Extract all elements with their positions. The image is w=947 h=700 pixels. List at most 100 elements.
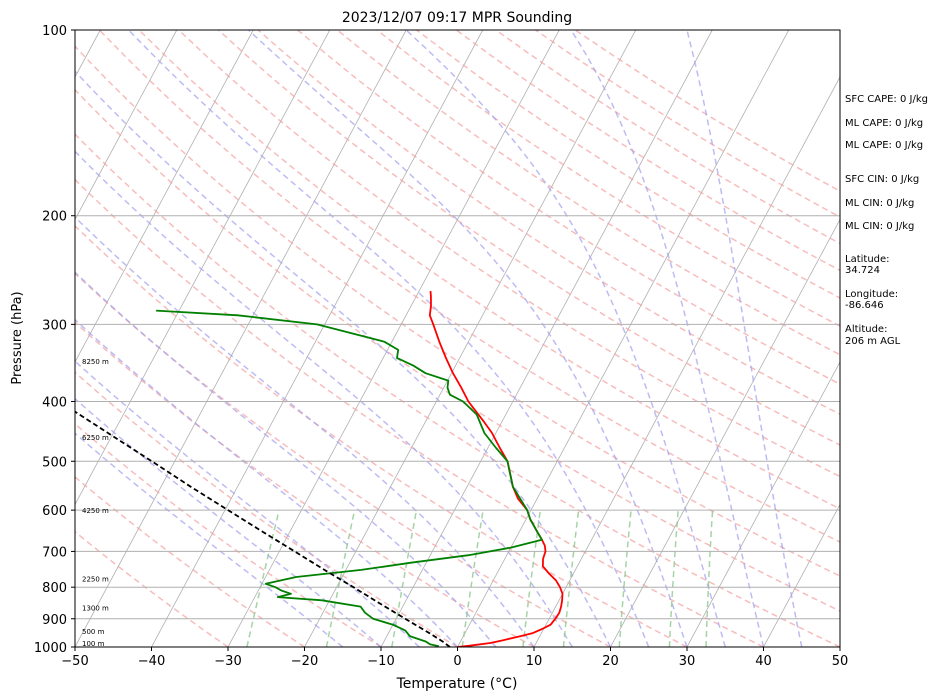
y-tick-label: 100 xyxy=(42,24,67,39)
dry-adiabat-line xyxy=(297,30,840,385)
y-tick-label: 800 xyxy=(42,581,67,596)
x-tick-label: 0 xyxy=(453,654,461,669)
dry-adiabat-line xyxy=(75,224,688,647)
mixing-ratio-line xyxy=(522,509,542,647)
mixing-ratio-line xyxy=(705,510,714,647)
temperature-trace xyxy=(428,291,564,647)
sfc-cape-text: SFC CAPE: 0 J/kg xyxy=(845,94,928,105)
moist-adiabat-line xyxy=(75,318,459,647)
dry-adiabat-line xyxy=(257,30,840,415)
dry-adiabat-line xyxy=(75,88,840,612)
moist-adiabat-line xyxy=(570,30,765,647)
moist-adiabat-line xyxy=(75,397,382,647)
sounding-traces xyxy=(75,291,564,647)
moist-adiabat-line xyxy=(686,30,803,647)
height-label: 1300 m xyxy=(82,604,109,612)
y-tick-label: 200 xyxy=(42,210,67,225)
moist-adiabat-line xyxy=(247,30,688,647)
dry-adiabat-line xyxy=(75,371,458,647)
x-tick-label: 10 xyxy=(526,654,543,669)
moist-adiabat-line xyxy=(128,30,650,647)
dry-adiabat-line xyxy=(336,30,840,356)
y-tick-label: 400 xyxy=(42,395,67,410)
height-label: 2250 m xyxy=(82,576,109,584)
isotherm-line xyxy=(75,30,331,506)
isotherm-line xyxy=(686,361,840,647)
dry-adiabat-line xyxy=(98,30,840,543)
y-tick-label: 700 xyxy=(42,545,67,560)
y-tick-label: 900 xyxy=(42,613,67,628)
dry-adiabat-line xyxy=(75,422,382,647)
isotherm-line xyxy=(151,30,484,647)
dry-adiabat-line xyxy=(75,133,840,647)
x-tick-label: 50 xyxy=(832,654,849,669)
x-tick-label: −40 xyxy=(138,654,165,669)
moist-adiabat-line xyxy=(75,150,573,647)
isotherm-line xyxy=(304,30,637,647)
longitude-label: Longitude: xyxy=(845,289,898,300)
stats-panel: SFC CAPE: 0 J/kg ML CAPE: 0 J/kg ML CAPE… xyxy=(845,94,928,347)
dewpoint-trace xyxy=(156,309,543,647)
x-tick-label: 30 xyxy=(679,654,696,669)
y-axis-ticks: 1000 900 800 700 600 500 400 300 200 100 xyxy=(34,24,75,656)
moist-adiabat-line xyxy=(75,360,420,647)
x-axis-ticks: −50 −40 −30 −20 −10 0 10 20 30 40 50 xyxy=(61,647,848,669)
isotherm-line xyxy=(380,30,713,647)
dry-adiabat-line xyxy=(178,30,840,478)
height-labels: 100 m 500 m 1300 m 2250 m 4250 m 6250 m 8250 m xyxy=(82,358,109,648)
moist-adiabat-line xyxy=(75,216,535,647)
y-tick-label: 500 xyxy=(42,455,67,470)
latitude-label: Latitude: xyxy=(845,254,890,265)
moist-adiabat-line xyxy=(75,432,344,647)
altitude-value: 206 m AGL xyxy=(845,336,901,347)
dry-adiabat-line xyxy=(75,530,229,647)
longitude-value: -86.646 xyxy=(845,300,884,311)
ml-cin-text: ML CIN: 0 J/kg xyxy=(845,198,914,209)
altitude-label: Altitude: xyxy=(845,324,887,335)
moist-adiabat-line xyxy=(75,70,612,647)
isotherm-line xyxy=(75,30,178,221)
mixing-ratio-line xyxy=(668,510,679,647)
latitude-value: 34.724 xyxy=(845,265,880,276)
ml-cape-text-2: ML CAPE: 0 J/kg xyxy=(845,140,923,151)
mixing-ratio-line xyxy=(246,509,280,647)
ml-cin-text-2: ML CIN: 0 J/kg xyxy=(845,221,914,232)
moist-adiabat-line xyxy=(75,271,497,647)
y-tick-label: 600 xyxy=(42,504,67,519)
pressure-gridlines xyxy=(75,29,840,648)
x-tick-label: 40 xyxy=(755,654,772,669)
isotherm-line xyxy=(75,30,407,647)
parcel-trace xyxy=(75,410,451,647)
height-label: 4250 m xyxy=(82,507,109,515)
y-tick-label: 1000 xyxy=(34,641,67,656)
x-tick-label: −50 xyxy=(61,654,88,669)
isotherm-line xyxy=(763,503,840,647)
isotherm-line xyxy=(610,218,840,647)
sfc-cin-text: SFC CIN: 0 J/kg xyxy=(845,174,919,185)
moist-adiabat-line xyxy=(405,30,727,647)
dry-adiabat-line xyxy=(75,178,764,647)
dry-adiabat-line xyxy=(75,45,840,577)
y-axis-label: Pressure (hPa) xyxy=(10,291,25,384)
height-label: 8250 m xyxy=(82,358,109,366)
height-label: 500 m xyxy=(82,628,105,636)
dry-adiabat-line xyxy=(217,30,840,446)
chart-title: 2023/12/07 09:17 MPR Sounding xyxy=(342,10,572,26)
dry-adiabat-line xyxy=(75,321,535,647)
x-tick-label: −30 xyxy=(214,654,241,669)
dry-adiabat-line xyxy=(138,30,840,510)
background-reference-lines xyxy=(75,30,840,647)
height-label: 100 m xyxy=(82,640,105,648)
y-tick-label: 300 xyxy=(42,318,67,333)
isotherm-line xyxy=(75,30,254,363)
isotherm-line xyxy=(457,30,790,647)
mixing-ratio-line xyxy=(461,509,484,647)
mixing-ratio-line xyxy=(618,510,632,647)
dry-adiabat-line xyxy=(75,272,611,647)
dry-adiabat-line xyxy=(75,476,305,647)
x-tick-label: −20 xyxy=(291,654,318,669)
x-tick-label: −10 xyxy=(367,654,394,669)
x-axis-label: Temperature (°C) xyxy=(396,676,518,692)
height-label: 6250 m xyxy=(82,434,109,442)
